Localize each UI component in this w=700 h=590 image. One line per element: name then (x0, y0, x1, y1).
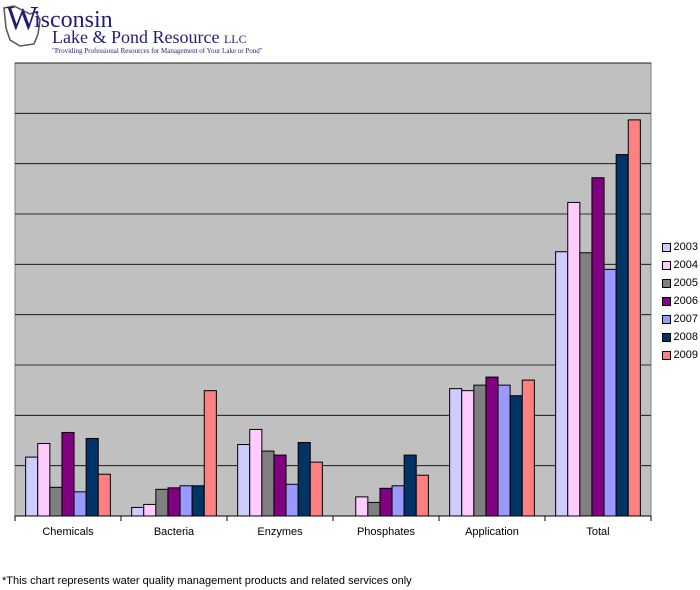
company-logo: W isconsin Lake & Pond Resource LLC "Pro… (0, 0, 263, 58)
bar-2008-total (615, 154, 629, 517)
legend-swatch (662, 314, 671, 324)
bar-2005-phosphates (367, 501, 381, 517)
legend-swatch (662, 260, 671, 270)
x-tick-label: Enzymes (257, 526, 303, 538)
bar-2004-application (461, 390, 475, 517)
bar-2006-chemicals (61, 431, 75, 517)
bar-2006-application (485, 376, 499, 517)
bar-2009-chemicals (97, 473, 111, 517)
legend-swatch (662, 242, 671, 252)
legend-swatch (662, 350, 671, 360)
legend-swatch (662, 278, 671, 288)
bar-2009-phosphates (415, 474, 429, 517)
legend-item: 2007 (662, 310, 698, 328)
legend-label: 2008 (673, 331, 698, 343)
bar-2007-bacteria (179, 485, 193, 517)
bar-2008-application (509, 395, 523, 517)
bar-2008-phosphates (403, 454, 417, 517)
x-tick-label: Total (586, 526, 609, 538)
legend-label: 2006 (673, 295, 698, 307)
bar-2003-total (555, 251, 569, 517)
bar-2006-bacteria (167, 487, 181, 517)
legend-item: 2003 (662, 238, 698, 256)
bar-2005-chemicals (49, 486, 63, 517)
bar-2008-chemicals (85, 437, 99, 517)
bar-2004-bacteria (143, 503, 157, 517)
legend-item: 2004 (662, 256, 698, 274)
bar-2008-enzymes (297, 442, 311, 517)
bar-2008-bacteria (191, 485, 205, 517)
bar-2006-enzymes (273, 454, 287, 517)
bar-2004-total (567, 201, 581, 517)
legend-swatch (662, 296, 671, 306)
wisconsin-map-icon (3, 5, 41, 47)
x-tick-label: Phosphates (357, 526, 416, 538)
bar-2003-chemicals (25, 456, 39, 517)
x-tick-label: Bacteria (154, 526, 195, 538)
bar-2005-application (473, 384, 487, 517)
bar-2009-enzymes (309, 461, 323, 517)
bar-2004-phosphates (355, 496, 369, 517)
legend-item: 2006 (662, 292, 698, 310)
legend-label: 2007 (673, 313, 698, 325)
legend-item: 2005 (662, 274, 698, 292)
bar-2009-application (521, 379, 535, 517)
legend-label: 2004 (673, 259, 698, 271)
logo-tagline: "Providing Professional Resources for Ma… (52, 47, 263, 55)
chart-legend: 2003 2004 2005 2006 2007 2008 2009 (662, 238, 698, 364)
bar-2006-total (591, 177, 605, 517)
bar-2007-phosphates (391, 485, 405, 517)
bar-2007-application (497, 384, 511, 517)
x-tick-label: Chemicals (42, 526, 94, 538)
bar-chart: Chemicals Bacteria Enzymes Phosphates Applic… (14, 62, 652, 538)
bar-2003-enzymes (237, 444, 251, 517)
bar-2009-total (627, 119, 641, 517)
bar-2003-bacteria (131, 506, 145, 517)
plot-area (14, 62, 652, 517)
bar-2009-bacteria (203, 390, 217, 517)
legend-item: 2009 (662, 346, 698, 364)
legend-item: 2008 (662, 328, 698, 346)
bar-2005-total (579, 252, 593, 517)
bar-2005-bacteria (155, 488, 169, 517)
logo-llc: LLC (223, 32, 247, 46)
legend-label: 2003 (673, 241, 698, 253)
bar-2007-chemicals (73, 491, 87, 517)
footnote: *This chart represents water quality man… (2, 575, 412, 587)
bar-2003-application (449, 388, 463, 517)
bar-2005-enzymes (261, 450, 275, 517)
bar-2004-enzymes (249, 428, 263, 517)
legend-swatch (662, 332, 671, 342)
bar-2006-phosphates (379, 487, 393, 517)
legend-label: 2009 (673, 349, 698, 361)
logo-subtitle: Lake & Pond Resource LLC (52, 28, 247, 48)
x-tick-label: Application (465, 526, 519, 538)
logo-line2: Lake & Pond Resource (52, 27, 220, 47)
bar-2007-enzymes (285, 483, 299, 517)
bar-2004-chemicals (37, 443, 51, 517)
logo-wordmark: isconsin (34, 7, 113, 33)
logo-w: W (6, 0, 39, 37)
bar-2007-total (603, 268, 617, 517)
legend-label: 2005 (673, 277, 698, 289)
